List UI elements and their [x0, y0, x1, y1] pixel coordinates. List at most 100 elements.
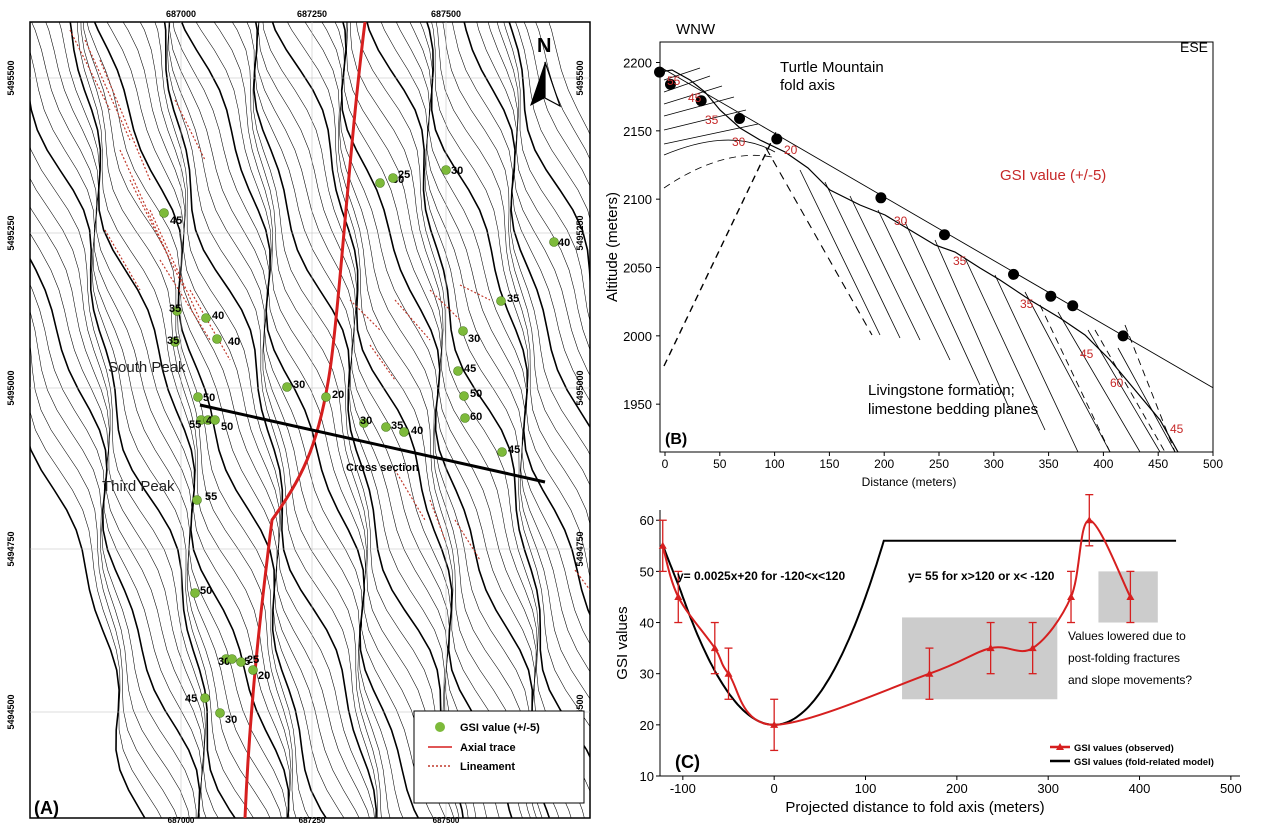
map-left-tick: 5495250	[6, 215, 16, 250]
contour-line	[80, 22, 292, 818]
x-tick-label: 100	[765, 457, 785, 471]
contour-line	[213, 22, 446, 818]
contour-line	[496, 22, 590, 351]
gsi-point-label: 30	[225, 714, 237, 726]
map-frame	[29, 21, 591, 819]
x-tick-label: 150	[819, 457, 839, 471]
note-line: Values lowered due to	[1068, 629, 1186, 643]
plot-c-legend: GSI values (observed) GSI values (fold-r…	[1050, 743, 1214, 768]
contour-line	[195, 22, 434, 818]
map-grid	[30, 22, 590, 818]
gsi-point	[549, 237, 559, 247]
y-tick-label: 2150	[623, 124, 652, 139]
gsi-point-label: 40	[212, 310, 224, 322]
contour-line	[503, 22, 590, 323]
gsi-point	[215, 708, 225, 718]
map-left-tick: 5495500	[6, 60, 16, 95]
map-top-tick: 687500	[431, 9, 461, 19]
gsi-point-label: 35	[507, 293, 519, 305]
gsi-point	[460, 413, 470, 423]
gsi-value-label: GSI value (+/-5)	[1000, 167, 1106, 184]
direction-wnw: WNW	[676, 21, 716, 38]
lineament	[459, 284, 491, 301]
map-bottom-tick: 687000	[168, 816, 195, 823]
contour-line	[487, 22, 590, 377]
gsi-point-label: 45	[464, 363, 476, 375]
gsi-point-label: 35	[391, 420, 403, 432]
contour-line	[172, 22, 404, 818]
map-right-tick: 5495500	[575, 60, 585, 95]
observed-point	[724, 669, 733, 677]
contour-line	[321, 22, 537, 818]
legend-model-label: GSI values (fold-related model)	[1074, 757, 1214, 768]
contour-line	[30, 410, 162, 818]
dip-label: 30	[732, 135, 746, 149]
gsi-point	[192, 495, 202, 505]
gsi-point-label: 60	[470, 411, 482, 423]
model-equation-right: y= 55 for x>120 or x< -120	[908, 569, 1055, 583]
cross-section-label: Cross section	[346, 462, 419, 474]
y-tick-label: 40	[640, 616, 654, 631]
legend-observed-label: GSI values (observed)	[1074, 743, 1174, 754]
gsi-point	[200, 693, 210, 703]
contour-line	[515, 22, 590, 221]
gsi-point-label: 40	[228, 336, 240, 348]
sample-point	[875, 192, 887, 204]
contour-line	[76, 22, 291, 818]
x-tick-label: 50	[713, 457, 727, 471]
x-tick-label: 200	[946, 781, 968, 796]
gsi-point	[190, 588, 200, 598]
shaded-region	[902, 617, 1058, 700]
dip-label: 45	[1170, 422, 1184, 436]
observed-point	[658, 541, 667, 549]
y-axis-label: GSI values	[614, 606, 631, 679]
gsi-point-label: 30	[218, 656, 230, 668]
contour-line	[180, 22, 420, 818]
observed-point	[925, 669, 934, 677]
lineament	[369, 344, 396, 381]
x-tick-label: 450	[1148, 457, 1168, 471]
gsi-point	[453, 366, 463, 376]
gsi-point-label: 50	[221, 421, 233, 433]
fold-bed	[663, 139, 776, 156]
fold-bed	[663, 154, 777, 189]
contour-line	[169, 22, 391, 818]
contour-line	[106, 22, 345, 818]
lineament	[574, 569, 590, 591]
gsi-point	[248, 665, 258, 675]
contour-line	[255, 22, 477, 818]
contour-line	[435, 22, 590, 526]
sample-point	[938, 229, 950, 241]
gsi-point-label: 30	[360, 415, 372, 427]
gsi-point-label: 45	[185, 693, 197, 705]
lineament	[174, 99, 206, 161]
contour-line	[253, 22, 464, 818]
map-bottom-tick: 687250	[299, 816, 326, 823]
gsi-point	[236, 657, 246, 667]
observed-point	[986, 644, 995, 652]
panel-a-label: (A)	[34, 798, 59, 818]
contour-line	[30, 232, 203, 818]
x-tick-label: 350	[1039, 457, 1059, 471]
gsi-point	[441, 165, 451, 175]
formation-label: Livingstone formation;	[868, 382, 1015, 399]
map-right-tick: 5495000	[575, 370, 585, 405]
gsi-point-label: 50	[470, 388, 482, 400]
sample-point	[664, 78, 676, 90]
contour-line	[366, 22, 590, 759]
gsi-points: 30 25 30 45 40 35 40 35 40 30 35 30 20 45 50 60 30 35 40 45…	[159, 165, 570, 726]
x-tick-label: 300	[984, 457, 1004, 471]
contour-line	[523, 22, 590, 187]
gsi-point-label: 50	[200, 585, 212, 597]
panel-b-cross-section: 0 50 100 150 200 250 300 350 400 450 500 1950 2000 20…	[604, 21, 1223, 489]
gsi-point-label: 40	[411, 425, 423, 437]
lineament	[429, 289, 461, 321]
gsi-point-label: 25	[247, 654, 259, 666]
sample-point	[1045, 290, 1057, 302]
gsi-point	[212, 334, 222, 344]
dip-label: 35	[1020, 297, 1034, 311]
gsi-point-label: 30	[293, 379, 305, 391]
y-axis-label: Altitude (meters)	[604, 192, 621, 302]
axial-trace	[243, 22, 367, 818]
